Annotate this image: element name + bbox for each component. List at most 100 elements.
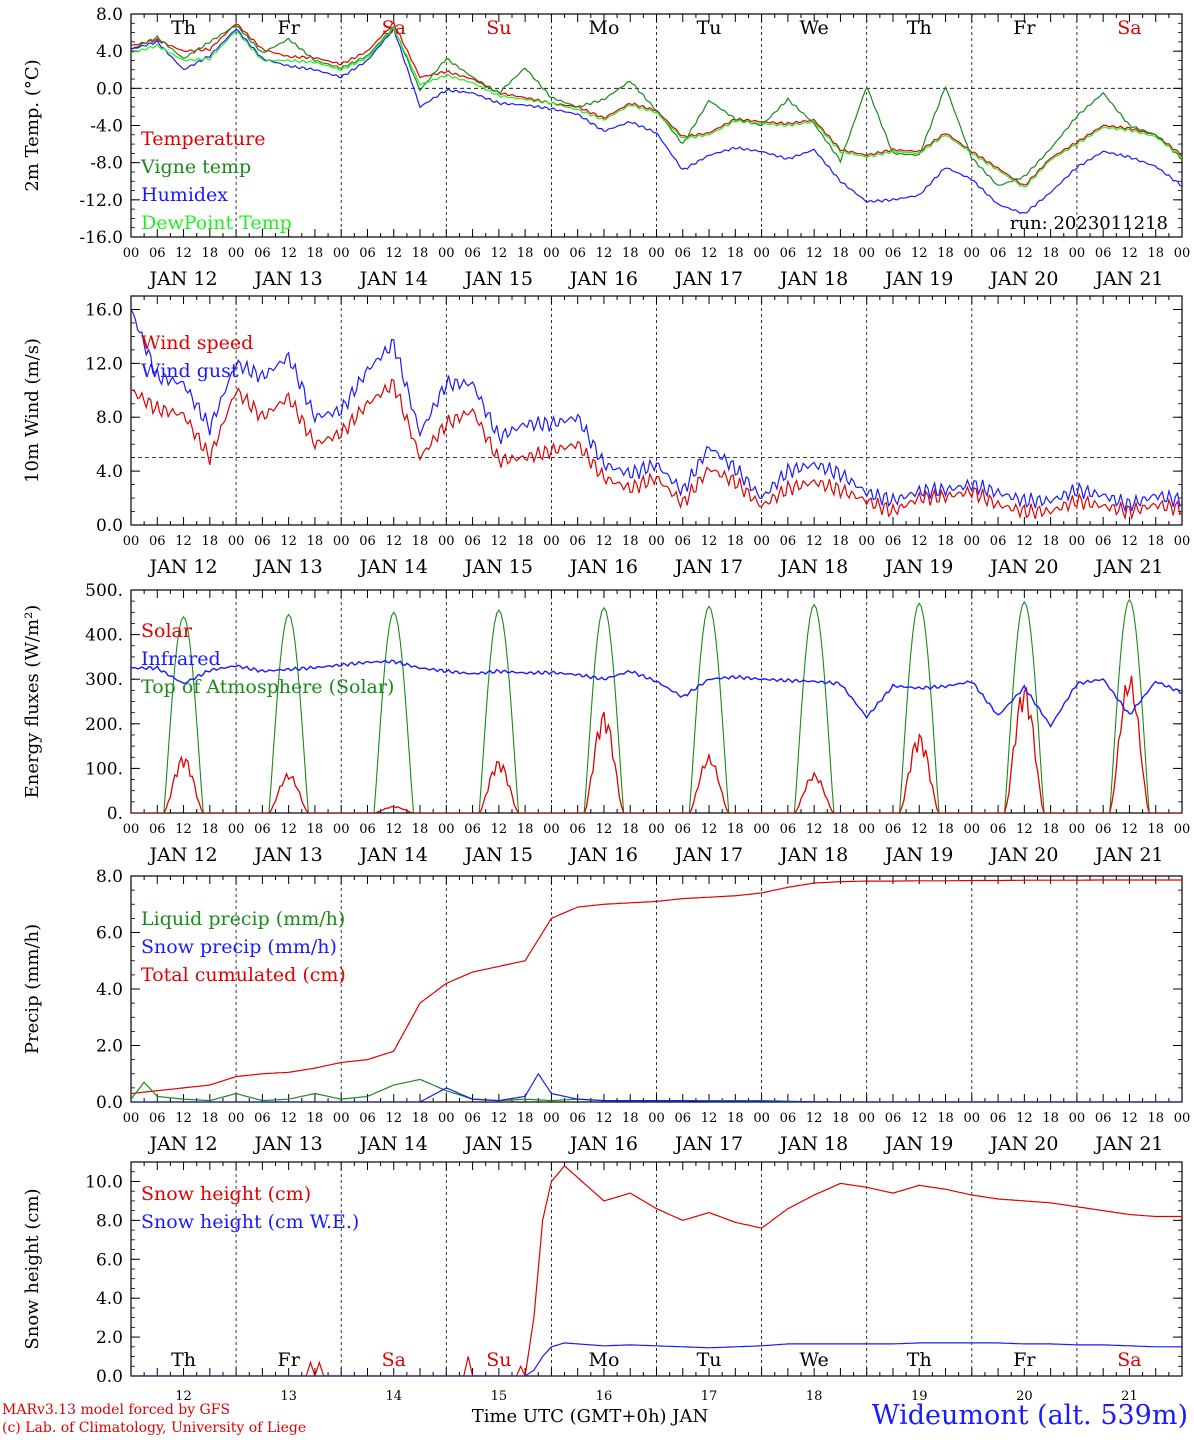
hour-tick-label: 12 (491, 246, 508, 261)
hour-tick-label: 00 (228, 1111, 245, 1126)
series-line-1 (131, 309, 1182, 513)
hour-tick-label: 00 (1174, 534, 1191, 549)
hour-tick-label: 00 (1069, 822, 1086, 837)
hour-tick-label: 12 (911, 246, 928, 261)
hour-tick-label: 06 (569, 1111, 586, 1126)
date-label: JAN 18 (778, 556, 848, 578)
infrared-series (131, 659, 1182, 729)
hour-tick-label: 00 (964, 822, 981, 837)
hour-tick-label: 18 (832, 246, 849, 261)
x-axis-label: Time UTC (GMT+0h) JAN (472, 1406, 709, 1427)
hour-tick-label: 00 (123, 246, 140, 261)
series-line-1 (131, 25, 1182, 186)
date-label: JAN 19 (883, 1133, 953, 1155)
hour-tick-label: 12 (491, 1111, 508, 1126)
hour-tick-label: 06 (464, 1111, 481, 1126)
legend-entry: Vigne temp (140, 156, 251, 178)
day-number-label: 15 (491, 1389, 508, 1404)
hour-tick-label: 12 (701, 534, 718, 549)
day-number-label: 14 (385, 1389, 402, 1404)
hour-tick-label: 00 (333, 1111, 350, 1126)
hour-tick-label: 18 (727, 534, 744, 549)
legend-entry: Snow height (cm) (141, 1183, 311, 1205)
series-group (131, 309, 1182, 521)
y-tick-label: 0.0 (96, 1093, 123, 1113)
legend-entry: Infrared (141, 648, 221, 670)
hour-tick-label: 18 (412, 246, 429, 261)
hour-tick-label: 00 (333, 246, 350, 261)
weekday-label: We (800, 1349, 829, 1371)
hour-tick-label: 12 (491, 534, 508, 549)
y-tick-label: 8.0 (96, 408, 123, 428)
hour-tick-label: 12 (806, 246, 823, 261)
hour-tick-label: 18 (202, 1111, 219, 1126)
hour-tick-label: 00 (228, 534, 245, 549)
weekday-label: Sa (1117, 17, 1141, 39)
hour-tick-label: 12 (385, 1111, 402, 1126)
date-label: JAN 12 (147, 556, 217, 578)
weekday-label: Th (171, 1349, 196, 1371)
hour-tick-label: 06 (464, 822, 481, 837)
hour-tick-label: 12 (385, 822, 402, 837)
hour-tick-label: 12 (385, 246, 402, 261)
hour-tick-label: 18 (727, 1111, 744, 1126)
hour-tick-label: 12 (175, 1111, 192, 1126)
hour-tick-label: 18 (622, 246, 639, 261)
weekday-label: Th (907, 17, 932, 39)
hour-tick-label: 12 (806, 534, 823, 549)
hour-tick-label: 18 (727, 246, 744, 261)
hour-tick-label: 18 (622, 1111, 639, 1126)
hour-tick-label: 06 (464, 246, 481, 261)
y-axis-label: Precip (mm/h) (22, 924, 43, 1054)
weekday-label: Fr (1013, 1349, 1036, 1371)
date-label: JAN 13 (253, 556, 323, 578)
y-tick-label: 300. (85, 670, 123, 690)
hour-tick-label: 06 (569, 246, 586, 261)
y-axis-label: Energy fluxes (W/m²) (22, 605, 43, 799)
y-tick-label: 0.0 (96, 516, 123, 536)
hour-tick-label: 18 (517, 822, 534, 837)
y-tick-label: -4.0 (90, 117, 123, 137)
weekday-label: Th (171, 17, 196, 39)
day-number-label: 21 (1121, 1389, 1138, 1404)
hour-tick-label: 18 (622, 822, 639, 837)
hour-tick-label: 06 (359, 534, 376, 549)
y-tick-label: 10.0 (85, 1172, 123, 1192)
date-label: JAN 15 (463, 556, 533, 578)
hour-tick-label: 00 (1069, 534, 1086, 549)
hour-tick-label: 12 (596, 1111, 613, 1126)
hour-tick-label: 06 (990, 246, 1007, 261)
hour-tick-label: 00 (858, 534, 875, 549)
hour-tick-label: 06 (675, 822, 692, 837)
series-line-0 (131, 378, 1182, 521)
hour-tick-label: 18 (1042, 534, 1059, 549)
hour-tick-label: 06 (990, 1111, 1007, 1126)
hour-tick-label: 12 (1121, 1111, 1138, 1126)
weekday-label: Mo (588, 17, 619, 39)
hour-tick-label: 18 (517, 534, 534, 549)
y-tick-label: 2.0 (96, 1328, 123, 1348)
hour-tick-label: 06 (780, 822, 797, 837)
weekday-label: Su (486, 17, 511, 39)
y-tick-label: 100. (85, 759, 123, 779)
date-label: JAN 21 (1093, 1133, 1163, 1155)
date-label: JAN 19 (883, 268, 953, 290)
hour-tick-label: 00 (858, 822, 875, 837)
hour-tick-label: 12 (596, 822, 613, 837)
hour-tick-label: 00 (123, 534, 140, 549)
weekday-label: Fr (1013, 17, 1036, 39)
hour-tick-label: 12 (701, 246, 718, 261)
date-label: JAN 17 (673, 1133, 743, 1155)
hour-tick-label: 00 (753, 246, 770, 261)
legend-entry: Wind gust (141, 360, 239, 382)
series-line-2 (131, 27, 1182, 214)
hour-tick-label: 18 (1147, 1111, 1164, 1126)
y-tick-label: 12.0 (85, 354, 123, 374)
date-label: JAN 12 (147, 844, 217, 866)
hour-tick-label: 12 (491, 822, 508, 837)
hour-tick-label: 06 (569, 534, 586, 549)
date-label: JAN 14 (358, 268, 428, 290)
date-label: JAN 21 (1093, 268, 1163, 290)
y-tick-label: 500. (85, 581, 123, 601)
y-tick-label: 4.0 (96, 42, 123, 62)
